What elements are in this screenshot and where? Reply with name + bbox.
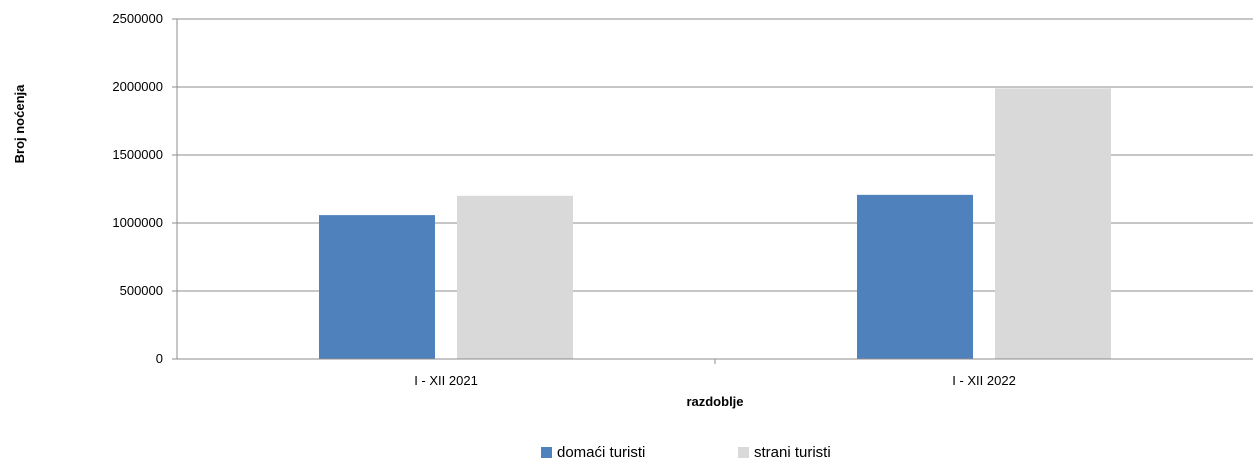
y-tick-label: 0 (156, 351, 163, 366)
bars (319, 88, 1111, 360)
bar-domestic (857, 194, 973, 359)
x-tick-label: I - XII 2021 (414, 373, 478, 388)
bar-foreign (457, 195, 573, 359)
y-tick-label: 2000000 (112, 79, 163, 94)
bar-domestic (319, 215, 435, 359)
legend-label: strani turisti (754, 444, 831, 459)
x-axis-title: razdoblje (686, 394, 743, 409)
legend-swatch (738, 447, 749, 458)
legend: domaći turisti strani turisti (541, 444, 831, 459)
y-tick-label: 1500000 (112, 147, 163, 162)
y-tick-label: 500000 (120, 283, 163, 298)
y-tick-label: 1000000 (112, 215, 163, 230)
axes (176, 19, 1253, 364)
y-tick-label: 2500000 (112, 11, 163, 26)
x-tick-label: I - XII 2022 (952, 373, 1016, 388)
legend-label: domaći turisti (557, 444, 645, 459)
legend-swatch (541, 447, 552, 458)
x-axis-tick-labels: I - XII 2021 I - XII 2022 (414, 373, 1016, 388)
y-axis-title: Broj noćenja (12, 84, 27, 164)
bar-foreign (995, 88, 1111, 360)
y-axis-tick-labels: 0 500000 1000000 1500000 2000000 2500000 (112, 11, 163, 366)
